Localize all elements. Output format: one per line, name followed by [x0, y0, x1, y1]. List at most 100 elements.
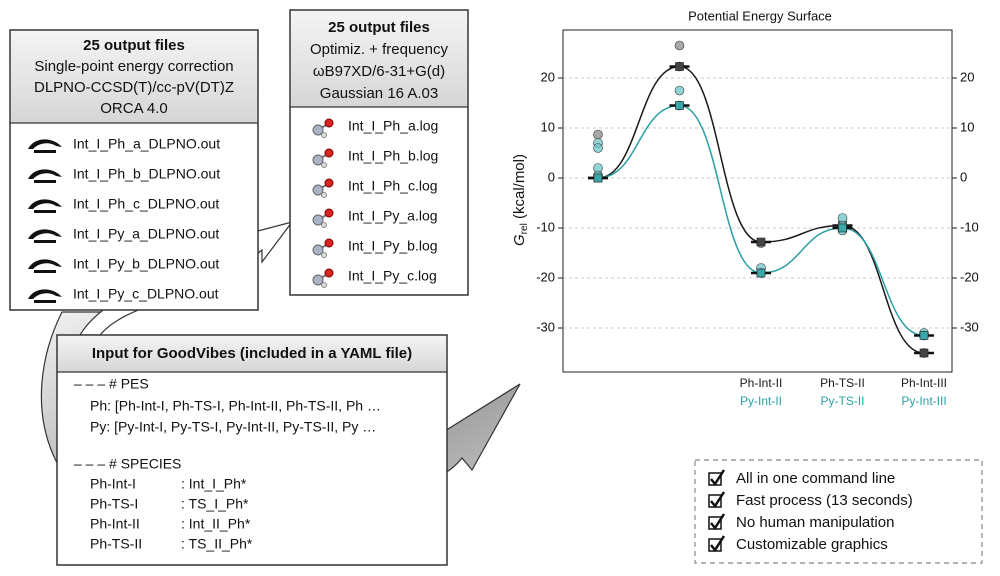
orca-bar	[34, 300, 56, 303]
y2-tick-label: 0	[960, 169, 967, 184]
code-line: Py: [Py-Int-I, Py-TS-I, Py-Int-II, Py-TS…	[90, 419, 376, 435]
icon-atom	[321, 132, 327, 138]
pes-curve	[597, 65, 925, 354]
orca-logo	[28, 259, 62, 273]
check-mark	[710, 469, 726, 487]
orca-logo	[28, 289, 62, 303]
x-tick-label: Ph-TS-II	[820, 376, 865, 390]
file-name: Int_I_Py_a.log	[348, 208, 438, 224]
icon-atom	[312, 124, 324, 136]
level-marker	[675, 62, 684, 71]
level-marker	[919, 331, 929, 340]
y-tick-label: 0	[548, 169, 555, 184]
icon-atom	[321, 162, 327, 168]
icon-atom	[321, 282, 327, 288]
code-line: Ph-TS-I	[90, 496, 138, 512]
icon-atom	[324, 178, 334, 188]
level-marker	[675, 101, 684, 110]
code-line: Ph-TS-II	[90, 536, 142, 552]
orca-whale	[28, 289, 62, 299]
icon-atom	[312, 184, 324, 196]
orca-whale	[28, 139, 62, 149]
chart-title: Potential Energy Surface	[688, 8, 832, 23]
y2-tick-label: 20	[960, 69, 974, 84]
orca-bar	[34, 150, 56, 153]
checklist-box	[694, 459, 983, 564]
header-line: Optimiz. + frequency	[310, 41, 448, 58]
checklist-item: All in one command line	[736, 470, 895, 487]
level-marker	[593, 173, 603, 183]
x-tick-label: Ph-Int-II	[740, 376, 783, 390]
code-line: Ph-Int-II	[90, 516, 140, 532]
icon-atom	[312, 214, 324, 226]
level-marker	[756, 268, 766, 278]
file-name: Int_I_Py_c.log	[348, 268, 437, 284]
code-line: : Int_II_Ph*	[181, 516, 251, 532]
gaussian-icon	[312, 178, 334, 198]
gaussian-icon	[312, 268, 334, 288]
header-line: 25 output files	[83, 37, 185, 54]
header-line: 25 output files	[328, 19, 430, 36]
check-mark	[710, 513, 726, 531]
icon-atom	[324, 238, 334, 248]
gaussian-icon	[312, 148, 334, 168]
y2-tick-label: -20	[960, 269, 979, 284]
x-tick-label: Py-TS-II	[821, 394, 865, 408]
file-name: Int_I_Py_b_DLPNO.out	[73, 256, 219, 272]
pes-curve	[597, 104, 925, 337]
x-tick-label: Ph-Int-III	[901, 376, 947, 390]
y-label-unit: (kcal/mol)	[511, 154, 528, 223]
header-line: Single-point energy correction	[34, 58, 233, 75]
y-tick-label: 10	[541, 119, 555, 134]
level-marker	[838, 223, 847, 233]
orca-bar	[34, 270, 56, 273]
icon-atom	[324, 208, 334, 218]
icon-atom	[312, 154, 324, 166]
level-marker	[756, 237, 766, 247]
check-mark	[710, 491, 726, 509]
header-line: ORCA 4.0	[100, 100, 168, 117]
icon-atom	[312, 274, 324, 286]
check-mark	[710, 535, 726, 553]
code-line: : TS_II_Ph*	[181, 536, 253, 552]
file-name: Int_I_Ph_a.log	[348, 118, 438, 134]
file-name: Int_I_Py_a_DLPNO.out	[73, 226, 219, 242]
header-line: ωB97XD/6-31+G(d)	[313, 63, 445, 80]
orca-bar	[34, 240, 56, 243]
checklist-item: No human manipulation	[736, 514, 894, 531]
orca-logo	[28, 229, 62, 243]
conformer-dot	[674, 85, 685, 96]
gaussian-icon	[312, 208, 334, 228]
orca-logo	[28, 139, 62, 153]
icon-atom	[324, 118, 334, 128]
file-name: Int_I_Ph_c_DLPNO.out	[73, 196, 219, 212]
header-line: Gaussian 16 A.03	[320, 85, 438, 102]
file-name: Int_I_Py_c_DLPNO.out	[73, 286, 219, 302]
y-label-symbol: G	[511, 234, 528, 246]
level-marker	[919, 348, 929, 358]
orca-logo	[28, 169, 62, 183]
code-line: Ph: [Ph-Int-I, Ph-TS-I, Ph-Int-II, Ph-TS…	[90, 398, 381, 414]
orca-whale	[28, 229, 62, 239]
conformer-dot	[593, 129, 603, 140]
orca-whale	[28, 259, 62, 269]
y2-tick-label: 10	[960, 119, 974, 134]
code-line: – – – # SPECIES	[74, 456, 181, 472]
file-name: Int_I_Ph_a_DLPNO.out	[73, 136, 220, 152]
icon-atom	[321, 222, 327, 228]
orca-logo	[28, 199, 62, 213]
gaussian-icon	[312, 238, 334, 258]
file-name: Int_I_Ph_b_DLPNO.out	[73, 166, 220, 182]
box-title: Input for GoodVibes (included in a YAML …	[92, 345, 412, 362]
icon-atom	[324, 268, 334, 278]
goodvibes-box	[56, 334, 448, 566]
file-name: Int_I_Ph_c.log	[348, 178, 438, 194]
y-tick-label: -10	[536, 219, 555, 234]
x-tick-label: Py-Int-II	[740, 394, 782, 408]
y-axis-label: Grel (kcal/mol)	[511, 154, 530, 246]
conformer-dot	[674, 40, 685, 51]
x-tick-label: Py-Int-III	[901, 394, 946, 408]
code-line: Ph-Int-I	[90, 476, 136, 492]
conformer-dot	[593, 143, 603, 153]
